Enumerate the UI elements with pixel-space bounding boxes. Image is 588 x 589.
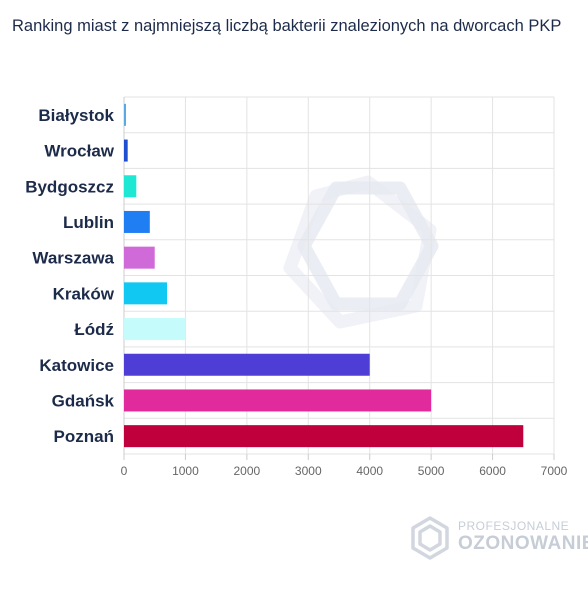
x-tick-label: 3000 [295,464,322,478]
x-tick-label: 2000 [234,464,261,478]
bar [124,139,128,162]
category-label: Wrocław [44,142,114,161]
bar [124,425,524,448]
watermark-logo [283,175,439,329]
category-label: Bydgoszcz [25,177,114,196]
brand-line-2: OZONOWANIE [458,533,588,554]
category-label: Katowice [39,356,114,375]
x-tick-label: 7000 [541,464,568,478]
brand-line-1: PROFESJONALNE [458,519,570,533]
bar [124,353,370,376]
category-label: Lublin [63,213,114,232]
category-label: Gdańsk [52,391,115,410]
ozone-icon [411,516,449,560]
x-tick-label: 0 [121,464,128,478]
chart-title: Ranking miast z najmniejszą liczbą bakte… [12,17,562,35]
bar [124,318,186,341]
bar [124,175,137,198]
bar [124,246,155,269]
label-layer: 0 1000 2000 3000 4000 5000 6000 7000 Białystok Wr… [25,106,567,478]
bar [124,282,167,305]
brand-text: PROFESJONALNE OZONOWANIE [458,518,588,554]
bar [124,103,126,126]
x-tick-label: 4000 [356,464,383,478]
bar [124,210,150,233]
category-label: Łódź [74,320,114,339]
x-tick-label: 6000 [479,464,506,478]
category-label: Białystok [38,106,114,125]
bar-layer [124,103,524,448]
category-label: Kraków [53,284,115,303]
brand-logo: PROFESJONALNE OZONOWANIE [406,514,588,564]
category-label: Poznań [54,427,114,446]
bar [124,389,432,412]
x-tick-label: 5000 [418,464,445,478]
x-tick-label: 1000 [172,464,199,478]
category-label: Warszawa [32,249,114,268]
